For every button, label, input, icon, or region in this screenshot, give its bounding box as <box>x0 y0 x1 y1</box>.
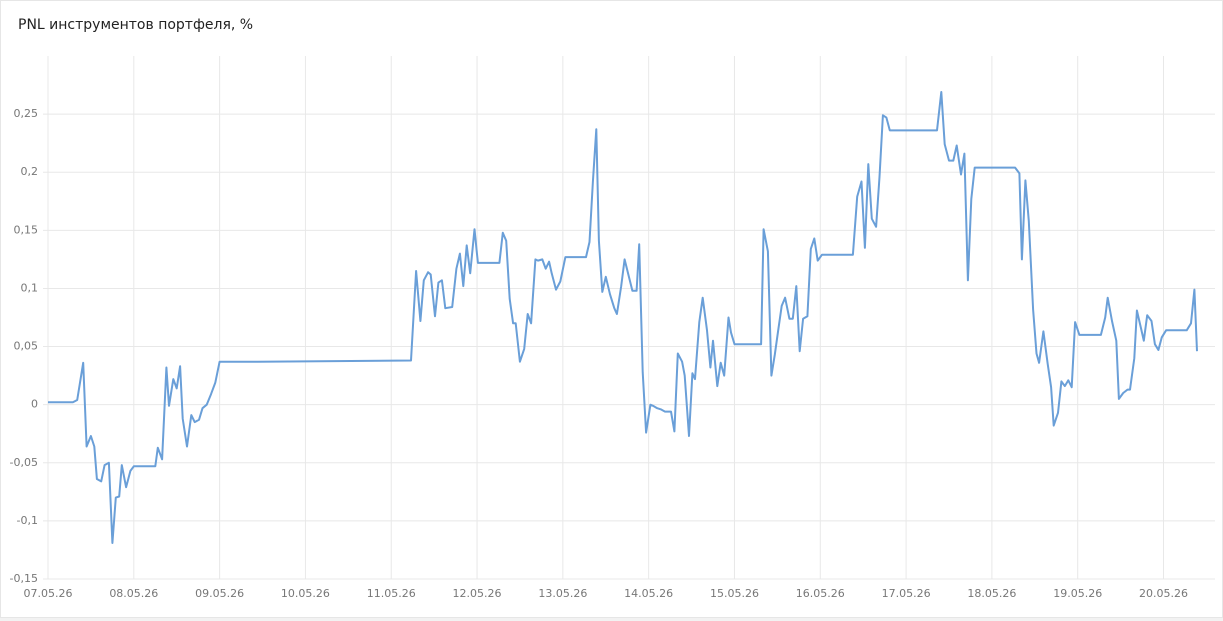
x-tick-label: 14.05.26 <box>624 587 673 600</box>
y-tick-label: 0,15 <box>14 223 39 236</box>
x-tick-label: 13.05.26 <box>538 587 587 600</box>
y-tick-label: 0,25 <box>14 107 39 120</box>
x-tick-label: 12.05.26 <box>453 587 502 600</box>
x-tick-label: 16.05.26 <box>796 587 845 600</box>
x-tick-label: 10.05.26 <box>281 587 330 600</box>
y-tick-label: 0 <box>31 398 38 411</box>
x-tick-label: 20.05.26 <box>1139 587 1188 600</box>
y-tick-label: -0,1 <box>17 514 38 527</box>
y-tick-label: 0,05 <box>14 340 39 353</box>
x-tick-label: 09.05.26 <box>195 587 244 600</box>
data-line <box>48 91 1198 544</box>
x-tick-label: 19.05.26 <box>1053 587 1102 600</box>
y-tick-label: -0,05 <box>10 456 38 469</box>
y-tick-label: -0,15 <box>10 572 38 585</box>
y-tick-label: 0,2 <box>21 165 39 178</box>
x-tick-label: 18.05.26 <box>967 587 1016 600</box>
y-tick-label: 0,1 <box>21 281 39 294</box>
chart-title: PNL инструментов портфеля, % <box>18 17 253 33</box>
x-tick-label: 17.05.26 <box>882 587 931 600</box>
x-tick-label: 07.05.26 <box>24 587 73 600</box>
x-tick-label: 08.05.26 <box>109 587 158 600</box>
x-tick-label: 15.05.26 <box>710 587 759 600</box>
x-tick-label: 11.05.26 <box>367 587 416 600</box>
